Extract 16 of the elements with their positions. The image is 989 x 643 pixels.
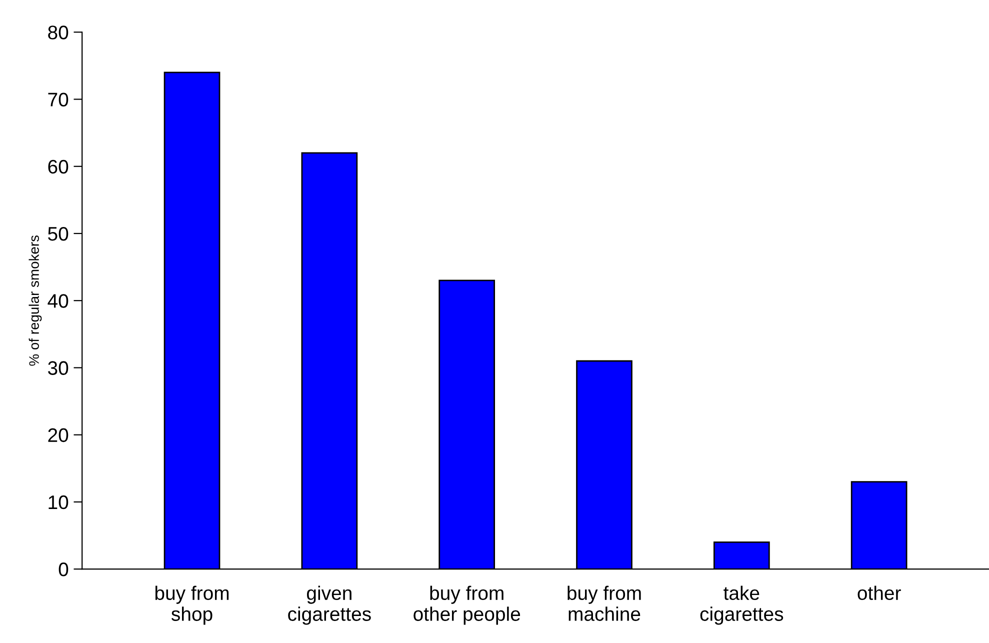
x-tick-label: other — [858, 586, 901, 600]
x-tick-label: take cigarettes — [700, 586, 784, 625]
y-tick-label: 20 — [48, 428, 68, 442]
y-tick-label: 70 — [48, 92, 68, 106]
x-tick-label: buy from other people — [414, 586, 520, 625]
y-tick-label: 30 — [48, 361, 68, 375]
x-tick-label: buy from shop — [155, 586, 229, 625]
y-tick-label: 0 — [58, 562, 68, 576]
y-axis-title: % of regular smokers — [28, 235, 42, 366]
y-tick-label: 80 — [48, 26, 68, 40]
x-tick-label: given cigarettes — [288, 586, 371, 625]
x-tick-label: buy from machine — [568, 586, 641, 621]
y-tick-label: 40 — [48, 294, 68, 308]
y-tick-label: 50 — [48, 226, 68, 241]
y-tick-label: 10 — [48, 495, 68, 510]
y-tick-label: 60 — [48, 160, 68, 174]
